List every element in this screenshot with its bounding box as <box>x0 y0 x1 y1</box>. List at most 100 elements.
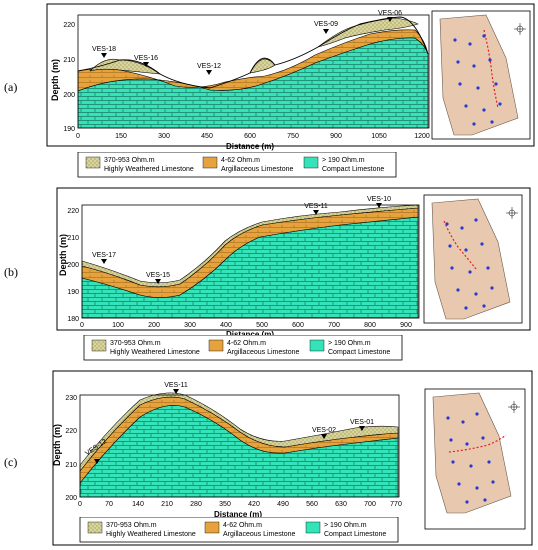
ves-label: VES-12 <box>197 63 221 70</box>
x-tick-label: 630 <box>335 501 347 508</box>
y-ticks: 180 190 200 210 220 <box>67 208 79 323</box>
x-tick-label: 280 <box>190 501 202 508</box>
profile-line <box>483 29 499 109</box>
panel-c-figure: Depth (m) 200 210 220 230 0 70 140 210 2… <box>52 370 533 546</box>
ves-label: VES-09 <box>314 21 338 28</box>
legend-ohm: > 190 Ohm.m <box>322 157 365 164</box>
legend-name: Compact Limestone <box>324 531 386 538</box>
x-tick-label: 500 <box>256 322 268 329</box>
y-axis-label: Depth (m) <box>58 234 68 276</box>
y-tick-label: 190 <box>67 289 79 296</box>
ves-marker <box>206 70 212 75</box>
legend-name: Argillaceous Limestone <box>221 166 293 173</box>
y-tick-label: 200 <box>65 495 77 502</box>
ves-marker <box>101 53 107 58</box>
x-tick-label: 140 <box>132 501 144 508</box>
ves-label: VES-18 <box>92 46 116 53</box>
x-tick-label: 700 <box>364 501 376 508</box>
ves-markers: VES-17 VES-15 VES-11 VES-10 <box>92 196 391 284</box>
legend-ohm: 4-62 Ohm.m <box>223 522 262 529</box>
ves-points <box>453 34 502 126</box>
panel-a: (a) Depth (m) <box>0 0 538 185</box>
ves-label: VES-02 <box>312 427 336 434</box>
x-tick-label: 700 <box>328 322 340 329</box>
legend: 370-953 Ohm.m Highly Weathered Limestone… <box>83 335 403 361</box>
profile-line <box>443 220 477 270</box>
y-tick-label: 220 <box>67 208 79 215</box>
y-tick-label: 200 <box>63 92 75 99</box>
x-tick-label: 350 <box>219 501 231 508</box>
legend-name: Highly Weathered Limestone <box>110 349 200 356</box>
ves-marker <box>94 459 100 464</box>
legend-ohm: 370-953 Ohm.m <box>110 340 161 347</box>
ves-marker <box>321 434 327 439</box>
ves-marker <box>313 210 319 215</box>
ves-marker <box>323 29 329 34</box>
legend-ohm: 370-953 Ohm.m <box>104 157 155 164</box>
legend-swatch-weathered <box>85 156 101 169</box>
x-tick-label: 210 <box>161 501 173 508</box>
panel-label: (c) <box>4 455 18 469</box>
x-tick-label: 300 <box>184 322 196 329</box>
x-tick-label: 450 <box>201 133 213 140</box>
plot-area <box>79 394 400 498</box>
legend-swatch-weathered <box>87 521 103 534</box>
legend-name: Compact Limestone <box>322 166 384 173</box>
ves-label: VES-17 <box>92 252 116 259</box>
y-axis-label: Depth (m) <box>52 424 62 466</box>
study-area-map <box>431 198 511 320</box>
legend-ohm: 370-953 Ohm.m <box>106 522 157 529</box>
weathered-limestone-cap <box>81 204 419 288</box>
x-axis-label: Distance (m) <box>226 142 274 151</box>
x-axis-label: Distance (m) <box>214 510 262 519</box>
ves-label: VES-01 <box>350 419 374 426</box>
ves-marker <box>359 426 365 431</box>
ves-label: VES-11 <box>304 203 328 210</box>
x-ticks: 0 70 140 210 280 350 420 490 560 630 700… <box>78 501 402 508</box>
figure-frame <box>56 187 531 331</box>
legend-name: Argillaceous Limestone <box>227 349 299 356</box>
y-tick-label: 210 <box>67 235 79 242</box>
x-tick-label: 560 <box>306 501 318 508</box>
x-tick-label: 900 <box>330 133 342 140</box>
x-axis-label: Distance (m) <box>226 330 274 339</box>
legend-ohm: > 190 Ohm.m <box>324 522 367 529</box>
panel-c: (c) Depth (m) 200 210 220 230 <box>0 365 538 550</box>
x-tick-label: 1050 <box>371 133 387 140</box>
panel-label: (a) <box>4 80 18 94</box>
ves-marker <box>143 62 149 67</box>
legend-swatch-argillaceous <box>202 156 218 169</box>
legend: 370-953 Ohm.m Highly Weathered Limestone… <box>77 152 397 178</box>
x-tick-label: 1200 <box>414 133 430 140</box>
legend: 370-953 Ohm.m Highly Weathered Limestone… <box>79 517 399 543</box>
legend-name: Compact Limestone <box>328 349 390 356</box>
y-tick-label: 220 <box>63 22 75 29</box>
x-tick-label: 750 <box>287 133 299 140</box>
ves-label: VES-06 <box>378 10 402 17</box>
study-area-map <box>439 14 519 136</box>
y-ticks: 200 210 220 230 <box>65 395 77 502</box>
legend-ohm: 4-62 Ohm.m <box>221 157 260 164</box>
ves-label: VES-11 <box>164 382 188 389</box>
legend-name: Argillaceous Limestone <box>223 531 295 538</box>
x-tick-label: 0 <box>80 322 84 329</box>
ves-label: VES-15 <box>146 272 170 279</box>
x-tick-label: 70 <box>105 501 113 508</box>
panel-b-figure: Depth (m) 180 190 200 210 220 0 100 200 … <box>56 187 531 339</box>
y-axis-label: Depth (m) <box>50 59 60 101</box>
x-tick-label: 200 <box>148 322 160 329</box>
study-area-map <box>432 392 512 514</box>
x-tick-label: 800 <box>364 322 376 329</box>
legend-ohm: > 190 Ohm.m <box>328 340 371 347</box>
ves-points <box>446 412 495 504</box>
legend-swatch-weathered <box>91 339 107 352</box>
ves-marker <box>101 259 107 264</box>
legend-ohm: 4-62 Ohm.m <box>227 340 266 347</box>
x-tick-label: 600 <box>244 133 256 140</box>
legend-name: Highly Weathered Limestone <box>104 166 194 173</box>
ves-label: VES-10 <box>367 196 391 203</box>
north-arrow-icon <box>506 207 518 219</box>
legend-swatch-argillaceous <box>208 339 224 352</box>
panel-a-figure: Depth (m) 190 200 210 220 0 150 300 450 … <box>46 3 535 151</box>
ves-label: VES-16 <box>134 55 158 62</box>
